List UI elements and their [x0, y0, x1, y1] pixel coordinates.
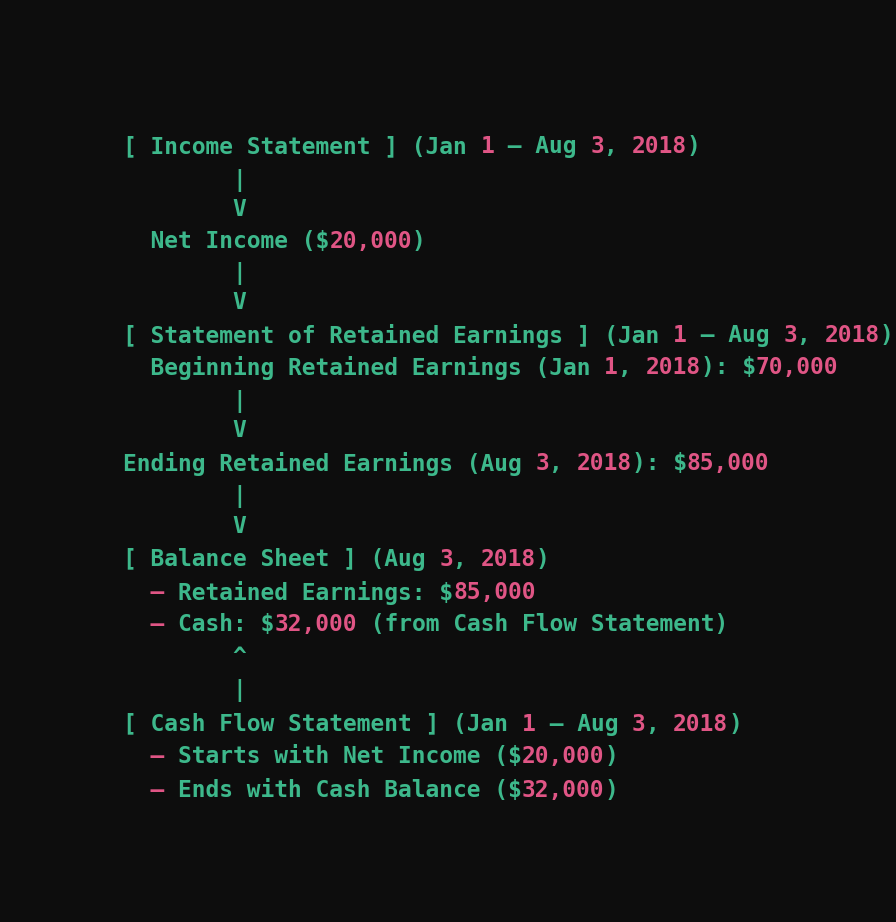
- Text: ): ): [687, 136, 701, 159]
- Text: 32,000: 32,000: [274, 612, 357, 635]
- Text: |: |: [123, 169, 247, 192]
- Text: – Aug: – Aug: [536, 713, 632, 736]
- Text: 3: 3: [783, 325, 797, 348]
- Text: 20,000: 20,000: [521, 745, 605, 768]
- Text: ,: ,: [646, 713, 673, 736]
- Text: 3: 3: [632, 713, 646, 736]
- Text: |: |: [123, 680, 247, 703]
- Text: 3: 3: [590, 136, 605, 159]
- Text: ,: ,: [549, 452, 577, 475]
- Text: V: V: [123, 419, 247, 442]
- Text: –: –: [123, 779, 178, 802]
- Text: –: –: [123, 581, 178, 604]
- Text: Starts with Net Income ($: Starts with Net Income ($: [178, 745, 521, 768]
- Text: 3: 3: [439, 548, 453, 571]
- Text: Beginning Retained Earnings (Jan: Beginning Retained Earnings (Jan: [123, 356, 605, 380]
- Text: V: V: [123, 514, 247, 538]
- Text: ): $: ): $: [701, 356, 755, 379]
- Text: ): ): [728, 713, 742, 736]
- Text: 1: 1: [480, 136, 495, 159]
- Text: 2018: 2018: [632, 136, 687, 159]
- Text: 2018: 2018: [824, 325, 879, 348]
- Text: 2018: 2018: [646, 356, 701, 379]
- Text: ,: ,: [797, 325, 824, 348]
- Text: |: |: [123, 486, 247, 509]
- Text: (from Cash Flow Statement): (from Cash Flow Statement): [357, 612, 728, 635]
- Text: ): ): [605, 779, 618, 802]
- Text: 1: 1: [673, 325, 687, 348]
- Text: 1: 1: [605, 356, 618, 379]
- Text: ,: ,: [618, 356, 646, 379]
- Text: ): $: ): $: [632, 452, 687, 475]
- Text: V: V: [123, 198, 247, 221]
- Text: |: |: [123, 390, 247, 413]
- Text: 70,000: 70,000: [755, 356, 838, 379]
- Text: –: –: [123, 612, 178, 635]
- Text: [ Statement of Retained Earnings ] (Jan: [ Statement of Retained Earnings ] (Jan: [123, 325, 673, 349]
- Text: – Aug: – Aug: [495, 136, 590, 159]
- Text: –: –: [123, 745, 178, 768]
- Text: 85,000: 85,000: [687, 452, 770, 475]
- Text: Net Income ($: Net Income ($: [123, 230, 330, 253]
- Text: Ends with Cash Balance ($: Ends with Cash Balance ($: [178, 779, 521, 802]
- Text: [ Income Statement ] (Jan: [ Income Statement ] (Jan: [123, 136, 480, 159]
- Text: Ending Retained Earnings (Aug: Ending Retained Earnings (Aug: [123, 452, 536, 476]
- Text: [ Cash Flow Statement ] (Jan: [ Cash Flow Statement ] (Jan: [123, 713, 521, 736]
- Text: Cash: $: Cash: $: [178, 612, 274, 635]
- Text: V: V: [123, 291, 247, 314]
- Text: ,: ,: [605, 136, 632, 159]
- Text: 2018: 2018: [480, 548, 536, 571]
- Text: ): ): [412, 230, 426, 253]
- Text: ^: ^: [123, 646, 247, 669]
- Text: 85,000: 85,000: [453, 581, 536, 604]
- Text: 20,000: 20,000: [330, 230, 412, 253]
- Text: ): ): [605, 745, 618, 768]
- Text: ): ): [879, 325, 893, 348]
- Text: 1: 1: [521, 713, 536, 736]
- Text: ,: ,: [453, 548, 480, 571]
- Text: 3: 3: [536, 452, 549, 475]
- Text: – Aug: – Aug: [687, 325, 783, 348]
- Text: ): ): [536, 548, 549, 571]
- Text: |: |: [123, 262, 247, 285]
- Text: [ Balance Sheet ] (Aug: [ Balance Sheet ] (Aug: [123, 548, 439, 571]
- Text: Retained Earnings: $: Retained Earnings: $: [178, 581, 453, 605]
- Text: 2018: 2018: [577, 452, 632, 475]
- Text: 32,000: 32,000: [521, 779, 605, 802]
- Text: 2018: 2018: [673, 713, 728, 736]
